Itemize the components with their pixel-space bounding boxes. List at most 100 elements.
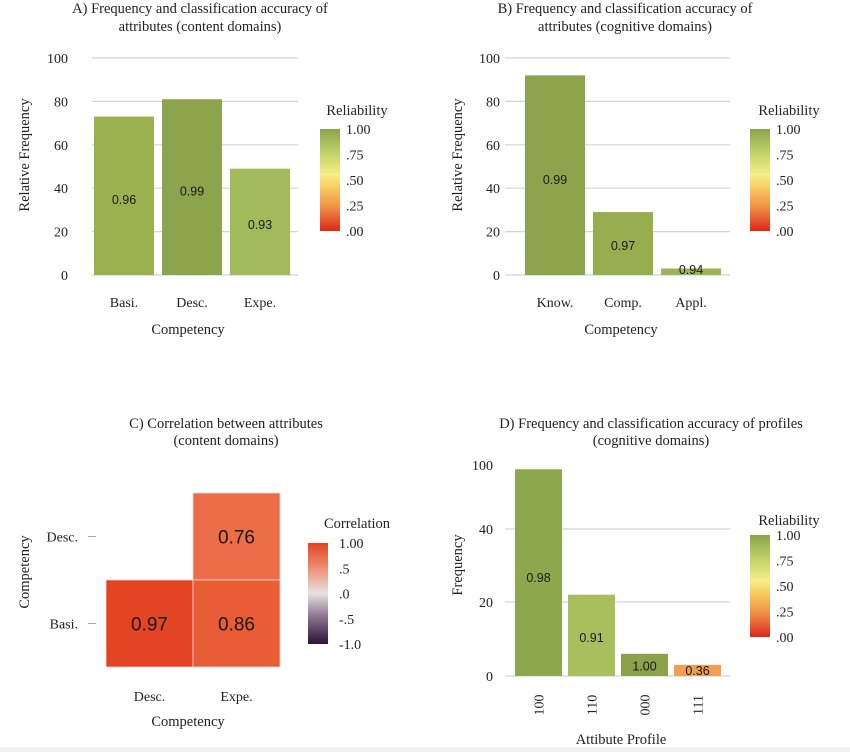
panel-c-heatmap-cell: [192, 492, 281, 581]
panel-b-y-tick-label: 80: [486, 95, 500, 110]
panel-d: D) Frequency and classification accuracy…: [450, 416, 820, 748]
panel-d-bar: [515, 469, 562, 676]
panel-a-bar-value-label: 0.93: [248, 218, 272, 232]
panel-d-y-tick-label: 20: [479, 596, 493, 611]
panel-b-x-tick-label: Appl.: [675, 296, 707, 311]
panel-d-y-axis-label: Frequency: [450, 534, 466, 596]
panel-a-legend-tick-label: 1.00: [346, 123, 371, 138]
panel-c-y-ticks: Desc. Basi.: [47, 531, 96, 633]
panel-a: A) Frequency and classification accuracy…: [17, 1, 388, 338]
panel-d-x-axis-label: Attibute Profile: [576, 732, 667, 748]
panel-a-bar-value-label: 0.99: [180, 185, 204, 199]
panel-b-bar-value-label: 0.99: [543, 173, 567, 187]
panel-b-bar: [661, 268, 721, 275]
panel-a-x-axis-label: Competency: [151, 322, 225, 338]
panel-b-legend-colorbar: [750, 129, 770, 231]
panel-d-bars: 0.98 0.91 1.00 0.36: [515, 469, 721, 678]
panel-a-bar-value-label: 0.96: [112, 193, 136, 207]
panel-b-bars: 0.99 0.97 0.94: [525, 75, 721, 277]
panel-c-legend-tick-label: .5: [339, 562, 350, 577]
panel-d-y-ticks: 0 20 40 100: [472, 459, 493, 685]
panel-b-x-axis-label: Competency: [584, 322, 658, 338]
panel-b-legend-tick-label: .00: [776, 225, 794, 240]
panel-d-legend-tick-label: .75: [776, 555, 794, 570]
panel-a-legend-colorbar: [320, 129, 340, 231]
panel-b-legend-tick-label: .25: [776, 200, 794, 215]
panel-b-legend: Reliability 1.00 .75 .50 .25 .00: [750, 103, 820, 240]
panel-c-heatmap-cell: [192, 579, 281, 668]
panel-c-legend-title: Correlation: [324, 516, 391, 532]
panel-b-bar-value-label: 0.97: [611, 239, 635, 253]
panel-a-legend-tick-label: .00: [346, 225, 364, 240]
panel-c: C) Correlation between attributes (conte…: [17, 416, 391, 730]
panel-b-y-tick-label: 60: [486, 139, 500, 154]
panel-c-x-tick-label: Desc.: [134, 690, 166, 705]
panel-d-x-tick-label: 000: [639, 695, 654, 716]
panel-b-bar: [593, 212, 653, 275]
panel-d-bar-value-label: 0.36: [685, 664, 709, 678]
panel-d-bar-value-label: 0.91: [579, 631, 603, 645]
bottom-strip: [0, 747, 850, 752]
panel-b-title-line1: B) Frequency and classification accuracy…: [498, 1, 753, 17]
panel-a-bar: [162, 99, 222, 275]
panel-c-heatmap: 0.76 0.97 0.86: [105, 492, 281, 668]
panel-a-bar: [230, 168, 290, 275]
panel-d-legend-tick-label: .25: [776, 606, 794, 621]
panel-c-y-axis-label: Competency: [17, 535, 33, 609]
panel-c-legend: Correlation 1.00 .5 .0 -.5 -1.0: [308, 516, 391, 653]
panel-d-bar: [568, 594, 615, 676]
panel-b-legend-title: Reliability: [758, 103, 820, 119]
panel-d-bar: [621, 653, 668, 676]
panel-b-legend-tick-label: .75: [776, 149, 794, 164]
panel-a-x-ticks: Basi. Desc. Expe.: [110, 296, 276, 311]
panel-a-x-tick-label: Expe.: [244, 296, 276, 311]
panel-d-x-tick-label: 110: [586, 695, 601, 715]
panel-d-title-line2: (cognitive domains): [593, 433, 710, 449]
panel-d-legend-tick-label: .50: [776, 580, 794, 595]
panel-b-x-tick-label: Comp.: [604, 296, 642, 311]
panel-c-cell-value-label: 0.97: [131, 615, 168, 636]
panel-b-x-tick-label: Know.: [537, 296, 574, 311]
panel-a-legend: Reliability 1.00 .75 .50 .25 .00: [320, 103, 388, 240]
panel-a-bars: 0.96 0.99 0.93: [94, 99, 290, 275]
panel-b-y-tick-label: 40: [486, 182, 500, 197]
panel-a-x-tick-label: Basi.: [110, 296, 138, 311]
panel-c-x-tick-label: Expe.: [220, 690, 252, 705]
panel-a-y-tick-label: 60: [54, 139, 68, 154]
panel-a-y-tick-label: 80: [54, 95, 68, 110]
panel-a-y-tick-label: 0: [61, 269, 68, 284]
panel-b-y-axis-label: Relative Frequency: [450, 98, 466, 212]
panel-a-title-line2: attributes (content domains): [119, 19, 282, 35]
panel-b-x-ticks: Know. Comp. Appl.: [537, 296, 707, 311]
panel-c-y-tick-label: Desc.: [47, 531, 79, 546]
panel-b-bar-value-label: 0.94: [679, 263, 703, 277]
panel-a-bar: [94, 116, 154, 275]
panel-b-legend-tick-label: 1.00: [776, 123, 801, 138]
panel-d-legend-tick-label: 1.00: [776, 529, 801, 544]
panel-a-x-tick-label: Desc.: [176, 296, 208, 311]
panel-a-y-tick-label: 20: [54, 226, 68, 241]
panel-d-legend-title: Reliability: [758, 513, 820, 529]
panel-d-legend-tick-label: .00: [776, 631, 794, 646]
panel-b-y-ticks: 0 20 40 60 80 100: [479, 52, 500, 284]
panel-c-x-ticks: Desc. Expe.: [134, 690, 253, 705]
panel-a-y-ticks: 0 20 40 60 80 100: [47, 52, 68, 284]
panel-a-legend-tick-label: .75: [346, 149, 364, 164]
panel-d-title-line1: D) Frequency and classification accuracy…: [499, 416, 803, 432]
panel-a-legend-title: Reliability: [326, 103, 388, 119]
panel-a-y-axis-label: Relative Frequency: [17, 98, 33, 212]
panel-a-y-tick-label: 100: [47, 52, 68, 67]
panel-d-bar: [674, 664, 721, 676]
panel-b-title-line2: attributes (cognitive domains): [538, 19, 712, 35]
panel-b-y-tick-label: 20: [486, 226, 500, 241]
panel-c-x-axis-label: Competency: [151, 714, 225, 730]
panel-d-y-tick-label: 0: [486, 670, 493, 685]
panel-c-legend-tick-label: .0: [339, 588, 350, 603]
panel-b-bar: [525, 75, 585, 275]
panel-b-legend-tick-label: .50: [776, 174, 794, 189]
panel-d-y-tick-label: 100: [472, 459, 493, 474]
panel-d-bar-value-label: 1.00: [632, 659, 656, 673]
panel-d-x-ticks: 100 110 000 111: [533, 695, 707, 716]
